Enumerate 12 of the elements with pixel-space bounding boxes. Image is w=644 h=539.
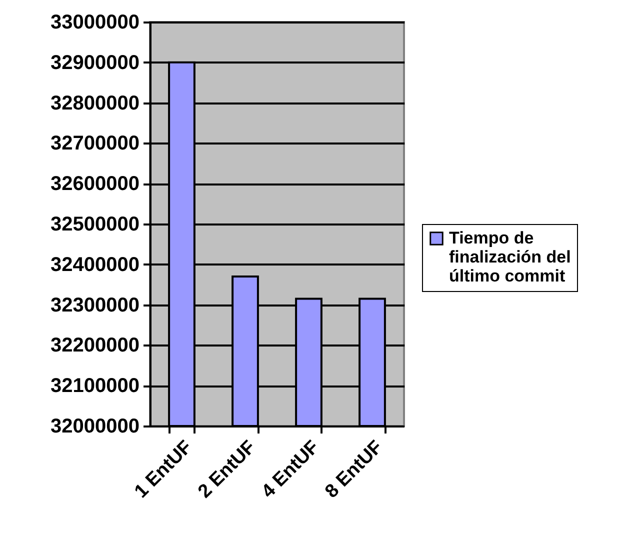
y-tick-label: 32100000 — [50, 375, 140, 398]
y-tick-label: 32000000 — [50, 416, 140, 438]
legend-label: Tiempo de finalización del último commit — [449, 228, 571, 286]
y-tick-label: 32400000 — [50, 254, 140, 276]
y-tick-label: 32500000 — [50, 214, 140, 236]
y-tick-label: 32600000 — [50, 173, 140, 196]
y-tick-label: 32800000 — [50, 92, 140, 114]
y-tick-label: 32900000 — [50, 52, 140, 74]
y-tick-label: 32700000 — [50, 132, 140, 155]
y-tick-label: 33000000 — [50, 12, 140, 34]
y-tick-label: 32200000 — [50, 334, 140, 357]
y-tick-label: 32300000 — [50, 294, 140, 316]
